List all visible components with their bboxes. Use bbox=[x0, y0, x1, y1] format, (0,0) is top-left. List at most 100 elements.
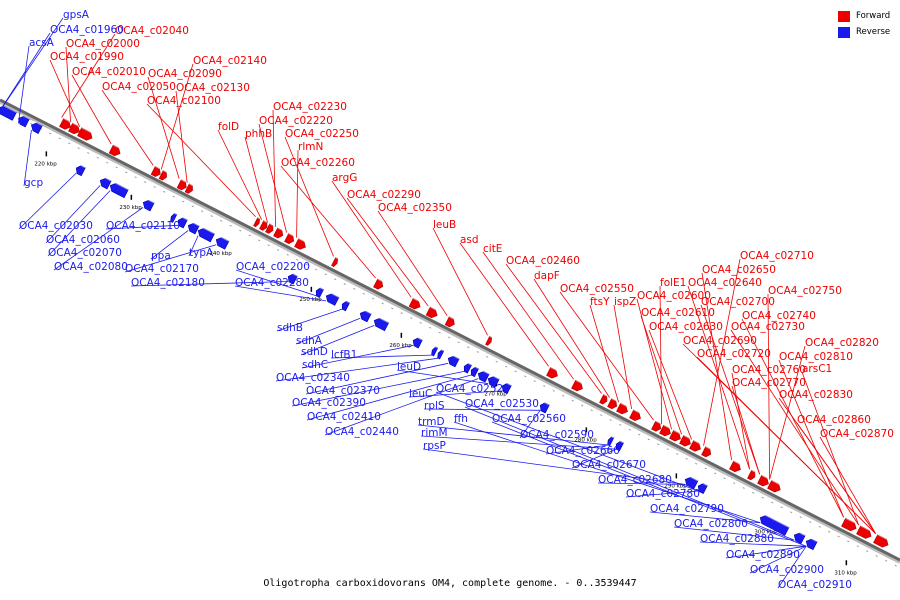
reverse-gene-label[interactable]: OCA4_c02900 bbox=[750, 564, 824, 576]
forward-gene-label[interactable]: OCA4_c01990 bbox=[50, 51, 124, 63]
reverse-gene-label[interactable]: OCA4_c02800 bbox=[674, 518, 748, 530]
reverse-gene-label[interactable]: OCA4_c01960 bbox=[50, 24, 124, 36]
reverse-gene-arrow[interactable] bbox=[462, 361, 472, 374]
reverse-gene-label[interactable]: OCA4_c02370 bbox=[306, 385, 380, 397]
reverse-gene-label[interactable]: OCA4_c02560 bbox=[492, 413, 566, 425]
forward-gene-label[interactable]: OCA4_c02770 bbox=[732, 377, 806, 389]
reverse-gene-label[interactable]: OCA4_c02410 bbox=[307, 411, 381, 423]
forward-gene-label[interactable]: OCA4_c02740 bbox=[742, 310, 816, 322]
forward-gene-label[interactable]: arsC1 bbox=[802, 363, 832, 375]
reverse-gene-label[interactable]: rplS bbox=[424, 400, 445, 412]
reverse-gene-label[interactable]: lcfB1 bbox=[331, 349, 357, 361]
reverse-gene-arrow[interactable] bbox=[804, 536, 818, 551]
reverse-gene-label[interactable]: OCA4_c02060 bbox=[46, 234, 120, 246]
reverse-gene-arrow[interactable] bbox=[469, 365, 479, 378]
forward-gene-arrow[interactable] bbox=[689, 439, 703, 453]
reverse-gene-label[interactable]: OCA4_c02530 bbox=[465, 398, 539, 410]
forward-gene-label[interactable]: OCA4_c02730 bbox=[731, 321, 805, 333]
reverse-gene-arrow[interactable] bbox=[758, 513, 790, 536]
reverse-gene-label[interactable]: OCA4_c02200 bbox=[236, 261, 310, 273]
reverse-gene-arrow[interactable] bbox=[372, 315, 390, 332]
forward-gene-label[interactable]: OCA4_c02000 bbox=[66, 38, 140, 50]
reverse-gene-label[interactable]: OCA4_c02890 bbox=[726, 549, 800, 561]
reverse-gene-label[interactable]: gcp bbox=[24, 177, 43, 189]
reverse-gene-label[interactable]: OCA4_c02030 bbox=[19, 220, 93, 232]
forward-gene-label[interactable]: phhB bbox=[245, 128, 272, 140]
forward-gene-label[interactable]: OCA4_c02810 bbox=[779, 351, 853, 363]
reverse-gene-arrow[interactable] bbox=[430, 345, 439, 357]
reverse-gene-arrow[interactable] bbox=[358, 308, 372, 323]
reverse-gene-arrow[interactable] bbox=[476, 369, 490, 383]
forward-gene-arrow[interactable] bbox=[873, 534, 891, 549]
forward-gene-label[interactable]: OCA4_c02610 bbox=[641, 307, 715, 319]
reverse-gene-arrow[interactable] bbox=[29, 120, 43, 134]
forward-gene-label[interactable]: OCA4_c02260 bbox=[281, 157, 355, 169]
reverse-gene-label[interactable]: OCA4_c02520 bbox=[436, 383, 510, 395]
forward-gene-label[interactable]: OCA4_c02640 bbox=[688, 277, 762, 289]
forward-gene-label[interactable]: OCA4_c02550 bbox=[560, 283, 634, 295]
forward-gene-arrow[interactable] bbox=[158, 169, 169, 181]
forward-gene-arrow[interactable] bbox=[265, 223, 276, 235]
forward-gene-label[interactable]: OCA4_c02250 bbox=[285, 128, 359, 140]
reverse-gene-arrow[interactable] bbox=[436, 348, 445, 360]
forward-gene-arrow[interactable] bbox=[757, 474, 771, 488]
reverse-gene-label[interactable]: OCA4_c02790 bbox=[650, 503, 724, 515]
forward-gene-arrow[interactable] bbox=[546, 366, 560, 380]
reverse-gene-label[interactable]: OCA4_c02440 bbox=[325, 426, 399, 438]
reverse-gene-arrow[interactable] bbox=[286, 271, 298, 285]
forward-gene-label[interactable]: OCA4_c02630 bbox=[649, 321, 723, 333]
forward-gene-arrow[interactable] bbox=[841, 517, 859, 532]
forward-gene-arrow[interactable] bbox=[284, 232, 297, 245]
reverse-gene-label[interactable]: OCA4_c02780 bbox=[626, 488, 700, 500]
reverse-gene-arrow[interactable] bbox=[186, 220, 200, 235]
reverse-gene-label[interactable]: gpsA bbox=[63, 9, 90, 21]
reverse-gene-arrow[interactable] bbox=[411, 335, 423, 349]
reverse-gene-arrow[interactable] bbox=[696, 481, 708, 495]
reverse-gene-label[interactable]: ffh bbox=[454, 413, 468, 425]
forward-gene-label[interactable]: OCA4_c02040 bbox=[115, 25, 189, 37]
forward-gene-label[interactable]: OCA4_c02230 bbox=[273, 101, 347, 113]
reverse-gene-label[interactable]: trmD bbox=[418, 416, 445, 428]
forward-gene-arrow[interactable] bbox=[373, 278, 386, 291]
reverse-gene-arrow[interactable] bbox=[176, 215, 188, 229]
forward-gene-label[interactable]: OCA4_c02090 bbox=[148, 68, 222, 80]
forward-gene-label[interactable]: OCA4_c02140 bbox=[193, 55, 267, 67]
forward-gene-arrow[interactable] bbox=[68, 122, 82, 136]
forward-gene-arrow[interactable] bbox=[184, 183, 195, 195]
reverse-gene-label[interactable]: OCA4_c02680 bbox=[598, 474, 672, 486]
forward-gene-arrow[interactable] bbox=[747, 469, 758, 481]
forward-gene-label[interactable]: OCA4_c02290 bbox=[347, 189, 421, 201]
forward-gene-arrow[interactable] bbox=[425, 306, 440, 320]
reverse-gene-arrow[interactable] bbox=[214, 235, 230, 250]
forward-gene-label[interactable]: OCA4_c02220 bbox=[259, 115, 333, 127]
forward-gene-label[interactable]: OCA4_c02820 bbox=[805, 337, 879, 349]
forward-gene-arrow[interactable] bbox=[108, 144, 123, 158]
reverse-gene-label[interactable]: rimM bbox=[421, 427, 448, 439]
forward-gene-label[interactable]: citE bbox=[483, 243, 502, 255]
forward-gene-label[interactable]: OCA4_c02830 bbox=[779, 389, 853, 401]
forward-gene-arrow[interactable] bbox=[571, 379, 585, 393]
forward-gene-label[interactable]: OCA4_c02720 bbox=[697, 348, 771, 360]
forward-gene-label[interactable]: ftsY bbox=[590, 296, 610, 308]
reverse-gene-arrow[interactable] bbox=[74, 163, 86, 177]
reverse-gene-arrow[interactable] bbox=[446, 353, 460, 368]
forward-gene-arrow[interactable] bbox=[444, 316, 457, 329]
forward-gene-arrow[interactable] bbox=[616, 402, 630, 416]
forward-gene-label[interactable]: leuB bbox=[433, 219, 456, 231]
reverse-gene-arrow[interactable] bbox=[98, 175, 112, 190]
reverse-gene-arrow[interactable] bbox=[500, 381, 512, 394]
reverse-gene-arrow[interactable] bbox=[538, 400, 550, 414]
forward-gene-label[interactable]: OCA4_c02690 bbox=[683, 335, 757, 347]
forward-gene-arrow[interactable] bbox=[485, 335, 494, 346]
forward-gene-label[interactable]: OCA4_c02750 bbox=[768, 285, 842, 297]
forward-gene-arrow[interactable] bbox=[273, 227, 286, 240]
forward-gene-label[interactable]: OCA4_c02650 bbox=[702, 264, 776, 276]
forward-gene-label[interactable]: OCA4_c02100 bbox=[147, 95, 221, 107]
reverse-gene-label[interactable]: rpsP bbox=[423, 440, 446, 452]
reverse-gene-label[interactable]: OCA4_c02340 bbox=[276, 372, 350, 384]
forward-gene-label[interactable]: OCA4_c02710 bbox=[740, 250, 814, 262]
forward-gene-arrow[interactable] bbox=[607, 398, 620, 411]
forward-gene-arrow[interactable] bbox=[629, 409, 643, 423]
reverse-gene-arrow[interactable] bbox=[340, 299, 350, 312]
forward-gene-label[interactable]: argG bbox=[332, 172, 357, 184]
